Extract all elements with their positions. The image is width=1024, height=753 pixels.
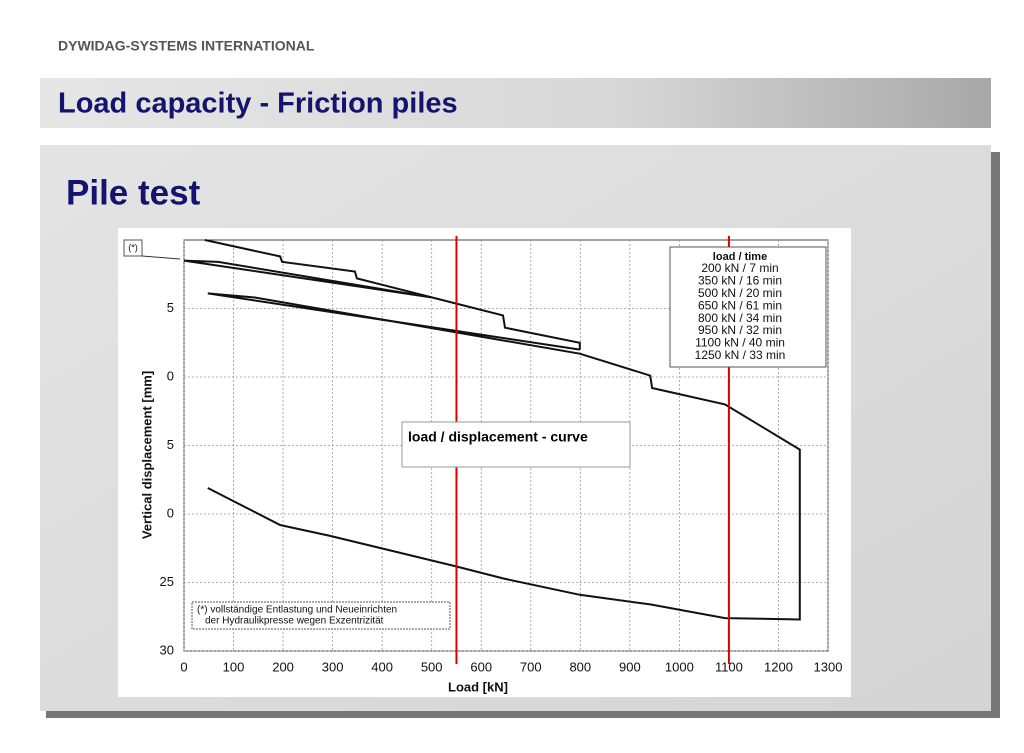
x-tick-label: 600: [470, 659, 492, 674]
x-tick-label: 500: [421, 659, 443, 674]
table-row: 1250 kN / 33 min: [695, 348, 786, 362]
title-bar: [40, 78, 991, 128]
x-tick-label: 200: [272, 659, 294, 674]
x-tick-label: 700: [520, 659, 542, 674]
marker: (*): [128, 242, 138, 252]
x-tick-label: 1300: [814, 659, 843, 674]
table-box: [669, 246, 827, 368]
subtitle: Pile test: [66, 173, 201, 212]
load-displacement-curve: [183, 239, 801, 621]
curve-label: load / displacement - curve: [408, 429, 588, 445]
curve-label-box: [401, 421, 631, 468]
x-tick-label: 800: [569, 659, 591, 674]
table-row: 1100 kN / 40 min: [695, 336, 785, 350]
title: Load capacity - Friction piles: [58, 88, 458, 120]
company: DYWIDAG-SYSTEMS INTERNATIONAL: [58, 38, 315, 54]
table-row: 500 kN / 20 min: [698, 286, 782, 300]
y-tick-label: 5: [167, 437, 174, 452]
y-tick-label: 25: [160, 574, 174, 589]
table-row: 800 kN / 34 min: [698, 311, 782, 325]
marker-box: [123, 239, 143, 257]
x-tick-label: 0: [180, 659, 187, 674]
x-tick-label: 300: [322, 659, 344, 674]
y-tick-label: 5: [167, 300, 174, 315]
table-row: 650 kN / 61 min: [698, 298, 782, 312]
x-tick-label: 1200: [764, 659, 793, 674]
y-tick-label: 0: [167, 368, 174, 383]
x-tick-label: 1100: [715, 659, 743, 674]
table-header: load / time: [713, 251, 767, 263]
x-tick-label: 400: [371, 659, 393, 674]
x-tick-label: 100: [223, 659, 245, 674]
x-tick-label: 900: [619, 659, 641, 674]
y-axis-label: Vertical displacement [mm]: [139, 371, 154, 539]
table-row: 950 kN / 32 min: [698, 323, 782, 337]
chart: 0 100 200 300 400 500 600 700 800 900 1000 1100 1200…: [123, 236, 843, 694]
footnote: (*) vollständige Entlastung und Neueinri…: [197, 605, 397, 616]
x-axis-label: Load [kN]: [448, 679, 508, 694]
table-row: 350 kN / 16 min: [698, 274, 782, 288]
marker-arrow: [141, 255, 181, 260]
y-tick-label: 0: [167, 505, 174, 520]
x-tick-label: 1000: [665, 659, 694, 674]
footnote-box: [191, 601, 451, 630]
footnote: der Hydraulikpresse wegen Exzentrizität: [205, 616, 384, 627]
y-tick-label: 30: [160, 642, 174, 657]
table-row: 200 kN / 7 min: [701, 261, 778, 275]
